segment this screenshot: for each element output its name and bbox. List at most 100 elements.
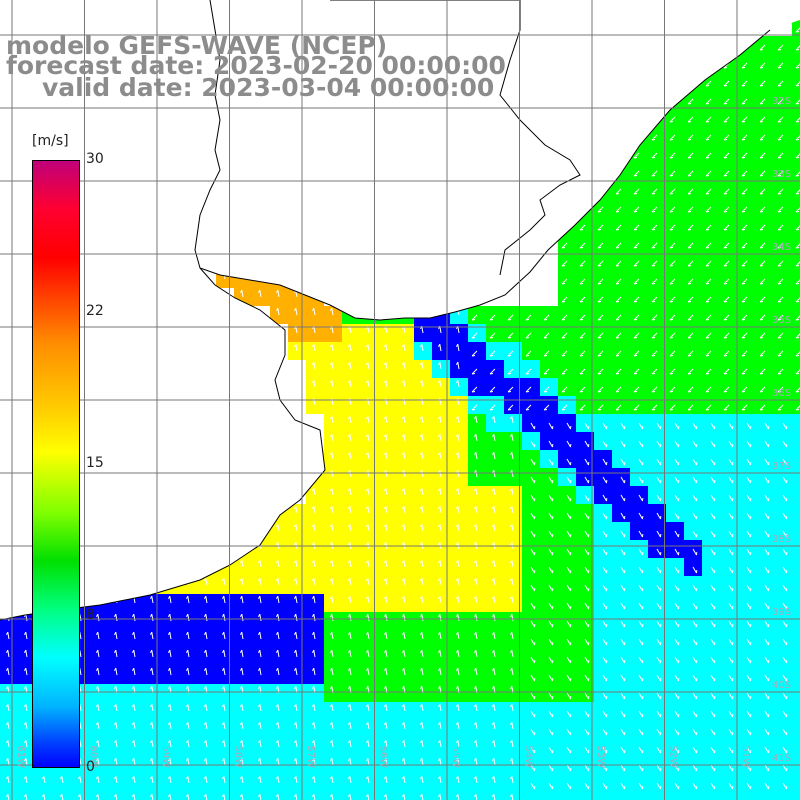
wind-arrow-head [420,577,423,582]
wind-arrow [421,506,424,514]
wind-arrow-head [492,793,495,798]
wind-arrow [115,722,118,730]
wind-arrow-head [348,685,351,690]
wind-cell [612,792,630,800]
wind-arrow-head [258,793,261,798]
wind-arrow-head [258,775,261,780]
wind-arrow [277,650,280,658]
wind-arrow [710,638,715,646]
wind-arrow [259,776,262,784]
wind-arrow-head [420,595,423,600]
wind-arrow-head [150,631,153,636]
wind-arrow-head [240,289,243,294]
wind-arrow [584,458,589,466]
wind-cell [594,792,612,800]
wind-arrow [530,566,535,574]
wind-arrow [723,314,730,321]
wind-arrow [597,296,604,303]
wind-arrow [530,494,535,502]
wind-arrow [728,620,733,628]
wind-arrow-head [348,721,351,726]
wind-arrow-head [474,667,477,672]
wind-arrow-head [366,793,369,798]
wind-arrow [633,404,640,411]
wind-arrow [561,386,568,393]
wind-arrow [705,206,712,213]
wind-arrow-head [222,703,225,708]
wind-cell [792,288,800,306]
wind-arrow [493,434,496,442]
wind-arrow-head [384,523,387,528]
wind-arrow [620,548,625,556]
wind-arrow-head [510,757,513,762]
wind-arrow [584,692,589,700]
wind-arrow [530,584,535,592]
wind-arrow [349,740,352,748]
wind-arrow [795,99,800,105]
wind-arrow [656,602,661,610]
wind-arrow [566,512,571,520]
wind-cell [792,234,800,252]
wind-arrow [561,314,568,321]
wind-arrow [777,44,784,51]
wind-arrow [511,452,514,460]
wind-arrow [439,452,442,460]
wind-arrow [133,668,136,676]
wind-arrow-head [474,433,477,438]
wind-arrow-head [420,433,423,438]
wind-arrow [548,692,553,700]
wind-arrow [475,524,478,532]
wind-arrow [615,242,622,249]
forecast-date: forecast date: 2023-02-20 00:00:00 [6,51,506,80]
wind-arrow [403,560,406,568]
wind-arrow [620,764,625,772]
wind-arrow [277,776,280,784]
wind-cell [486,792,504,800]
wind-arrow [457,650,460,658]
wind-arrow [651,224,658,231]
wind-arrow-head [474,757,477,762]
wind-arrow [602,512,607,520]
wind-arrow [421,776,424,784]
wind-arrow [674,494,679,502]
wind-arrow-head [132,739,135,744]
wind-arrow [764,530,769,538]
wind-arrow [187,704,190,712]
wind-arrow [133,650,136,658]
wind-arrow [741,152,748,159]
wind-cell [396,792,414,800]
wind-arrow [439,560,442,568]
wind-arrow [493,758,496,766]
wind-arrow-head [312,739,315,744]
wind-arrow-head [330,685,333,690]
wind-arrow-head [438,595,441,600]
wind-cell [792,216,800,234]
wind-arrow [705,152,712,159]
wind-arrow-head [258,685,261,690]
wind-arrow [566,728,571,736]
wind-arrow [151,776,154,784]
wind-cell [792,270,800,288]
wind-arrow-head [294,703,297,708]
wind-arrow-head [456,559,459,564]
wind-arrow-head [492,757,495,762]
wind-arrow-head [438,577,441,582]
wind-arrow-head [438,613,441,618]
wind-arrow [687,260,694,267]
wind-arrow [597,314,604,321]
wind-arrow [777,368,784,375]
wind-arrow [548,656,553,664]
wind-cell [792,486,800,504]
wind-arrow [25,758,28,766]
wind-arrow [295,506,298,514]
wind-arrow [759,116,766,123]
wind-arrow-head [420,523,423,528]
wind-arrow-head [150,685,153,690]
wind-arrow [349,416,352,424]
wind-arrow [548,620,553,628]
wind-arrow-head [186,649,189,654]
wind-arrow [620,584,625,592]
wind-arrow [723,152,730,159]
wind-arrow-head [150,595,153,600]
wind-arrow [187,614,190,622]
